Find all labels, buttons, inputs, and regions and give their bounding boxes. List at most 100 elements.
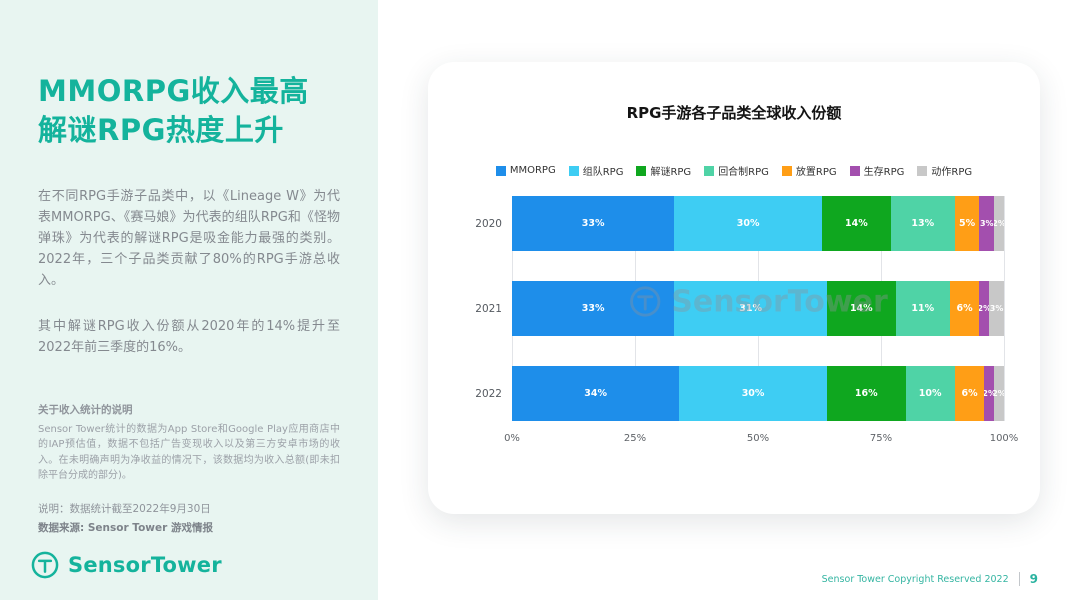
segment-value-label: 3% (979, 219, 994, 228)
legend-label: MMORPG (509, 165, 556, 176)
segment-MMORPG: 33% (512, 281, 675, 336)
legend-item-放置RPG: 放置RPG (781, 163, 837, 178)
chart-card: RPG手游各子品类全球收入份额 MMORPG 组队RPG 解谜RPG 回合制RPG 放置… (428, 62, 1040, 514)
segment-value-label: 11% (911, 303, 935, 314)
legend-item-动作RPG: 动作RPG (917, 163, 972, 178)
legend-label: 回合制RPG (718, 167, 769, 178)
segment-生存RPG: 2% (979, 281, 990, 336)
segment-组队RPG: 31% (674, 281, 827, 336)
segment-解谜RPG: 16% (826, 366, 906, 421)
legend-label: 生存RPG (863, 167, 905, 178)
segment-value-label: 33% (581, 218, 605, 229)
segment-value-label: 30% (736, 218, 760, 229)
legend-swatch (849, 165, 860, 176)
legend-label: 组队RPG (582, 167, 624, 178)
bar-row-2021: 2021 33% 31% 14% 11% 6% 2%3% (475, 281, 1004, 336)
legend-swatch (781, 165, 792, 176)
segment-value-label: 16% (854, 388, 878, 399)
segment-value-label: 2% (994, 219, 1004, 228)
data-cutoff-note: 说明：数据统计截至2022年9月30日 (38, 502, 211, 515)
segment-回合制RPG: 10% (905, 366, 955, 421)
sidebar: MMORPG收入最高 解谜RPG热度上升 在不同RPG手游子品类中，以《Line… (0, 0, 378, 600)
segment-value-label: 33% (581, 303, 605, 314)
legend-label: 放置RPG (795, 167, 837, 178)
legend-item-MMORPG: MMORPG (495, 165, 556, 176)
body-paragraph-1: 在不同RPG手游子品类中，以《Lineage W》为代表MMORPG、《赛马娘》… (38, 189, 340, 289)
legend-swatch (495, 165, 506, 176)
x-tick-label: 25% (623, 433, 647, 444)
bar-rows: 202033%30%14%13%5%3%2%202133%31%14%11%6%… (475, 196, 1004, 421)
page-title: MMORPG收入最高 解谜RPG热度上升 (38, 72, 340, 150)
legend-swatch (636, 165, 647, 176)
segment-value-label: 3% (989, 304, 1004, 313)
data-meta: 说明：数据统计截至2022年9月30日 数据来源: Sensor Tower 游… (38, 500, 340, 538)
segment-解谜RPG: 14% (821, 196, 891, 251)
page-title-line2: 解谜RPG热度上升 (38, 113, 284, 148)
legend-item-解谜RPG: 解谜RPG (636, 163, 691, 178)
segment-解谜RPG: 14% (826, 281, 896, 336)
legend-item-回合制RPG: 回合制RPG (704, 163, 769, 178)
segment-回合制RPG: 13% (890, 196, 955, 251)
segment-放置RPG: 5% (954, 196, 980, 251)
body-paragraph-2: 其中解谜RPG收入份额从2020年的14%提升至2022年前三季度的16%。 (38, 318, 340, 355)
segment-MMORPG: 34% (512, 366, 680, 421)
legend-swatch (704, 165, 715, 176)
chart-plot-area: 202033%30%14%13%5%3%2%202133%31%14%11%6%… (475, 196, 1005, 421)
x-tick-label: 0% (504, 433, 520, 444)
segment-value-label: 14% (849, 303, 873, 314)
page-title-line1: MMORPG收入最高 (38, 74, 309, 108)
legend-label: 动作RPG (931, 167, 973, 178)
legend-item-生存RPG: 生存RPG (849, 163, 905, 178)
segment-value-label: 34% (584, 388, 607, 399)
segment-value-label: 31% (739, 303, 762, 314)
sensor-tower-logo: SensorTower (30, 550, 222, 580)
segment-生存RPG: 2% (984, 366, 995, 421)
segment-value-label: 30% (741, 388, 765, 399)
gridline (1004, 196, 1005, 421)
footer-divider (1018, 572, 1020, 586)
stacked-bar-2021: 33% 31% 14% 11% 6% 2%3% (512, 281, 1004, 336)
legend-swatch (568, 165, 579, 176)
segment-value-label: 6% (956, 303, 973, 314)
segment-回合制RPG: 11% (895, 281, 950, 336)
segment-value-label: 6% (961, 388, 978, 399)
segment-动作RPG: 2% (994, 366, 1004, 421)
legend-label: 解谜RPG (650, 167, 692, 178)
segment-value-label: 2% (994, 389, 1004, 398)
sensor-tower-logo-icon (31, 551, 59, 579)
stacked-bar-2020: 33% 30% 14% 13% 5%3%2% (512, 196, 1004, 251)
chart-legend: MMORPG 组队RPG 解谜RPG 回合制RPG 放置RPG 生存RPG 动作RPG (464, 163, 1004, 178)
y-axis-label: 2020 (475, 217, 502, 230)
methodology-note-title: 关于收入统计的说明 (38, 403, 133, 416)
segment-value-label: 2% (984, 389, 994, 398)
methodology-note: 关于收入统计的说明 Sensor Tower统计的数据为App Store和Go… (38, 402, 340, 484)
stacked-bar-2022: 34% 30% 16% 10% 6% 2%2% (512, 366, 1004, 421)
segment-MMORPG: 33% (512, 196, 675, 251)
x-tick-label: 50% (746, 433, 770, 444)
methodology-note-body: Sensor Tower统计的数据为App Store和Google Play应… (38, 423, 340, 482)
segment-组队RPG: 30% (674, 196, 822, 251)
segment-value-label: 13% (911, 218, 935, 229)
sensor-tower-logo-text: SensorTower (68, 553, 222, 577)
segment-放置RPG: 6% (954, 366, 985, 421)
segment-动作RPG: 2% (994, 196, 1004, 251)
x-tick-label: 100% (989, 433, 1019, 444)
segment-生存RPG: 3% (979, 196, 995, 251)
segment-放置RPG: 6% (949, 281, 980, 336)
segment-value-label: 2% (979, 304, 989, 313)
segment-value-label: 14% (845, 218, 868, 229)
chart-title: RPG手游各子品类全球收入份额 (626, 104, 842, 122)
copyright-text: Sensor Tower Copyright Reserved 2022 (821, 573, 1009, 585)
bar-row-2022: 2022 34% 30% 16% 10% 6% 2%2% (475, 366, 1004, 421)
data-source-note: 数据来源: Sensor Tower 游戏情报 (38, 521, 213, 534)
segment-value-label: 5% (959, 218, 976, 229)
x-axis: 0% 25% 50% 75% 100% (504, 433, 1018, 448)
footer: Sensor Tower Copyright Reserved 2022 9 (822, 572, 1038, 586)
bar-row-2020: 2020 33% 30% 14% 13% 5%3%2% (475, 196, 1004, 251)
segment-value-label: 10% (918, 388, 942, 399)
y-axis-label: 2022 (475, 387, 502, 400)
x-tick-label: 75% (869, 433, 893, 444)
legend-swatch (917, 165, 928, 176)
legend-item-组队RPG: 组队RPG (568, 163, 624, 178)
